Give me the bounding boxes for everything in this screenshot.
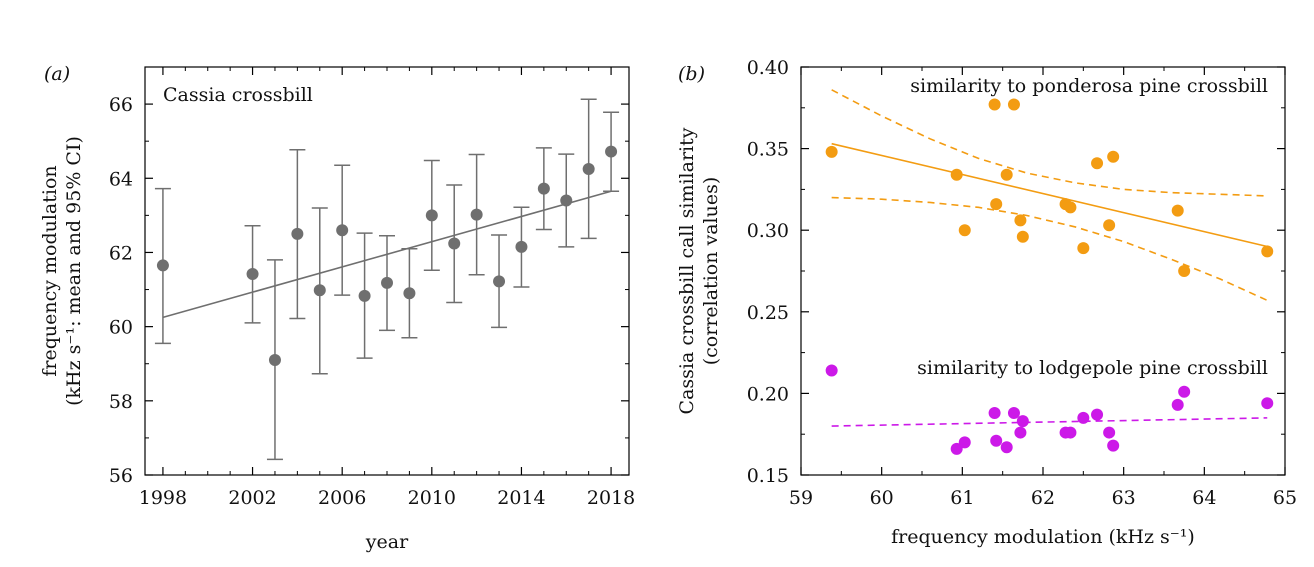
- panel-b-annotation-ponderosa: similarity to ponderosa pine crossbill: [910, 75, 1268, 97]
- panel-a-label: (a): [44, 63, 70, 85]
- panel-a-mean-point: [403, 287, 416, 300]
- panel-b-lodgepole-point: [1000, 441, 1013, 454]
- panel-b-y-tick-label: 0.20: [747, 383, 789, 405]
- panel-a-y-axis-label-line1: frequency modulation: [39, 165, 61, 376]
- panel-a-mean-point: [425, 209, 438, 222]
- panel-b-ponderosa-ci-upper: [831, 89, 1268, 197]
- panel-b-ponderosa-point: [825, 145, 838, 158]
- panel-b-ponderosa-point: [1178, 265, 1191, 277]
- panel-b-plot-area: 59 60 61 62 63 64 65 0.15 0.20 0.25 0.30 0.35 0.40: [747, 57, 1297, 509]
- panel-b-ponderosa-point: [1077, 242, 1090, 255]
- panel-b-lodgepole-point: [990, 434, 1003, 447]
- panel-a-y-tick-label: 58: [109, 391, 133, 413]
- panel-b-x-tick-label: 64: [1192, 487, 1216, 509]
- panel-b: (b) 59 60 61 62 63 64 65 0.15 0.20 0.25 0.30 0.35 0.…: [676, 57, 1297, 548]
- panel-b-y-axis-label-line1: Cassia crossbill call similarity: [676, 127, 698, 414]
- panel-b-ponderosa-point: [950, 168, 963, 181]
- panel-b-y-tick-label: 0.25: [747, 302, 789, 324]
- panel-a-annotation: Cassia crossbill: [163, 84, 313, 106]
- panel-b-lodgepole-point: [1103, 426, 1116, 439]
- panel-b-ponderosa-point: [1091, 157, 1104, 170]
- panel-a-x-tick-label: 2018: [587, 487, 635, 509]
- panel-a-frame: [144, 66, 630, 476]
- panel-b-lodgepole-point: [1171, 398, 1184, 411]
- panel-a-mean-point: [381, 276, 393, 289]
- panel-a-y-tick-label: 60: [109, 317, 133, 339]
- panel-b-x-tick-label: 62: [1031, 487, 1055, 509]
- panel-a-mean-point: [560, 194, 573, 207]
- panel-a-y-tick-label: 66: [109, 94, 133, 116]
- panel-a-y-tick-label: 62: [109, 242, 133, 264]
- panel-a-x-tick-label: 2002: [228, 487, 276, 509]
- panel-b-y-tick-label: 0.15: [747, 465, 789, 487]
- panel-b-ponderosa-point: [1000, 168, 1013, 181]
- panel-b-lodgepole-point: [1007, 406, 1020, 419]
- panel-a-x-tick-label: 2010: [408, 487, 456, 509]
- panel-a-mean-point: [470, 208, 483, 221]
- panel-b-ponderosa-point: [958, 224, 971, 237]
- panel-b-y-tick-label: 0.30: [747, 220, 789, 242]
- panel-a-mean-point: [291, 227, 304, 240]
- panel-a-mean-point: [448, 237, 461, 250]
- panel-b-lodgepole-fit-line: [831, 417, 1268, 427]
- panel-b-ponderosa-point: [1016, 230, 1029, 243]
- panel-a-mean-point: [493, 275, 506, 288]
- panel-b-ponderosa-point: [1171, 204, 1184, 217]
- panel-a-mean-point: [515, 240, 528, 253]
- panel-b-lodgepole-point: [950, 442, 963, 455]
- panel-b-lodgepole-point: [1014, 426, 1027, 439]
- panel-b-lodgepole-point: [988, 406, 1001, 419]
- panel-a-mean-point: [156, 259, 169, 272]
- panel-a-x-tick-label: 1998: [139, 487, 187, 509]
- panel-b-y-axis-label-line2: (correlation values): [700, 177, 722, 366]
- panel-a-mean-point: [246, 267, 259, 280]
- panel-a-y-axis-label-line2: (kHz s⁻¹: mean and 95% CI): [63, 136, 85, 406]
- panel-a-mean-point: [313, 284, 326, 297]
- panel-a-mean-point: [268, 354, 281, 367]
- panel-b-y-tick-label: 0.40: [747, 57, 789, 79]
- panel-b-ponderosa-point: [1107, 150, 1120, 163]
- panel-b-lodgepole-point: [1107, 439, 1120, 452]
- panel-b-x-tick-label: 65: [1273, 487, 1297, 509]
- panel-b-x-axis-label: frequency modulation (kHz s⁻¹): [891, 526, 1195, 548]
- panel-b-x-tick-label: 59: [789, 487, 813, 509]
- panel-b-label: (b): [678, 63, 705, 85]
- panel-b-ponderosa-point: [990, 198, 1003, 211]
- panel-a-mean-point: [537, 182, 550, 195]
- panel-b-lodgepole-point: [1091, 408, 1104, 421]
- panel-a-mean-point: [358, 289, 371, 302]
- panel-b-x-tick-label: 61: [950, 487, 974, 509]
- panel-b-lodgepole-point: [825, 364, 838, 377]
- panel-b-ponderosa-ci-lower: [831, 196, 1268, 302]
- panel-b-lodgepole-point: [958, 436, 971, 449]
- panel-b-lodgepole-point: [1178, 385, 1191, 398]
- panel-b-lodgepole-point: [1016, 415, 1029, 428]
- panel-b-ponderosa-point: [1014, 214, 1027, 227]
- panel-a-x-tick-label: 2014: [497, 487, 545, 509]
- panel-a-plot-area: 1998 2002 2006 2010 2014 2018 56 58 60 62 64 66: [109, 66, 635, 509]
- panel-a-mean-point: [605, 145, 618, 158]
- panel-b-annotation-lodgepole: similarity to lodgepole pine crossbill: [917, 357, 1268, 379]
- panel-b-ponderosa-point: [1103, 219, 1116, 232]
- panel-b-ponderosa-point: [1064, 201, 1077, 214]
- panel-b-lodgepole-point: [1261, 397, 1274, 410]
- panel-a-y-tick-label: 56: [109, 465, 133, 487]
- panel-b-lodgepole-point: [1077, 411, 1090, 424]
- panel-a-mean-point: [582, 163, 595, 175]
- panel-b-frame: [800, 66, 1286, 476]
- panel-b-y-tick-label: 0.35: [747, 139, 789, 161]
- panel-a-mean-point: [336, 224, 349, 237]
- panel-b-ponderosa-point: [1007, 98, 1020, 111]
- panel-b-x-tick-label: 60: [870, 487, 894, 509]
- panel-b-lodgepole-point: [1064, 426, 1077, 439]
- panel-a-x-tick-label: 2006: [318, 487, 366, 509]
- panel-b-ponderosa-point: [988, 98, 1001, 111]
- panel-b-x-tick-label: 63: [1112, 487, 1136, 509]
- panel-b-ponderosa-fit-line: [831, 142, 1268, 248]
- panel-a-y-tick-label: 64: [109, 168, 133, 190]
- panel-a: (a) 1998 2002 2006 2010 2014 2018 56 58 60 62 64 66…: [39, 63, 635, 553]
- panel-b-ponderosa-point: [1261, 245, 1274, 258]
- panel-a-x-axis-label: year: [365, 531, 409, 553]
